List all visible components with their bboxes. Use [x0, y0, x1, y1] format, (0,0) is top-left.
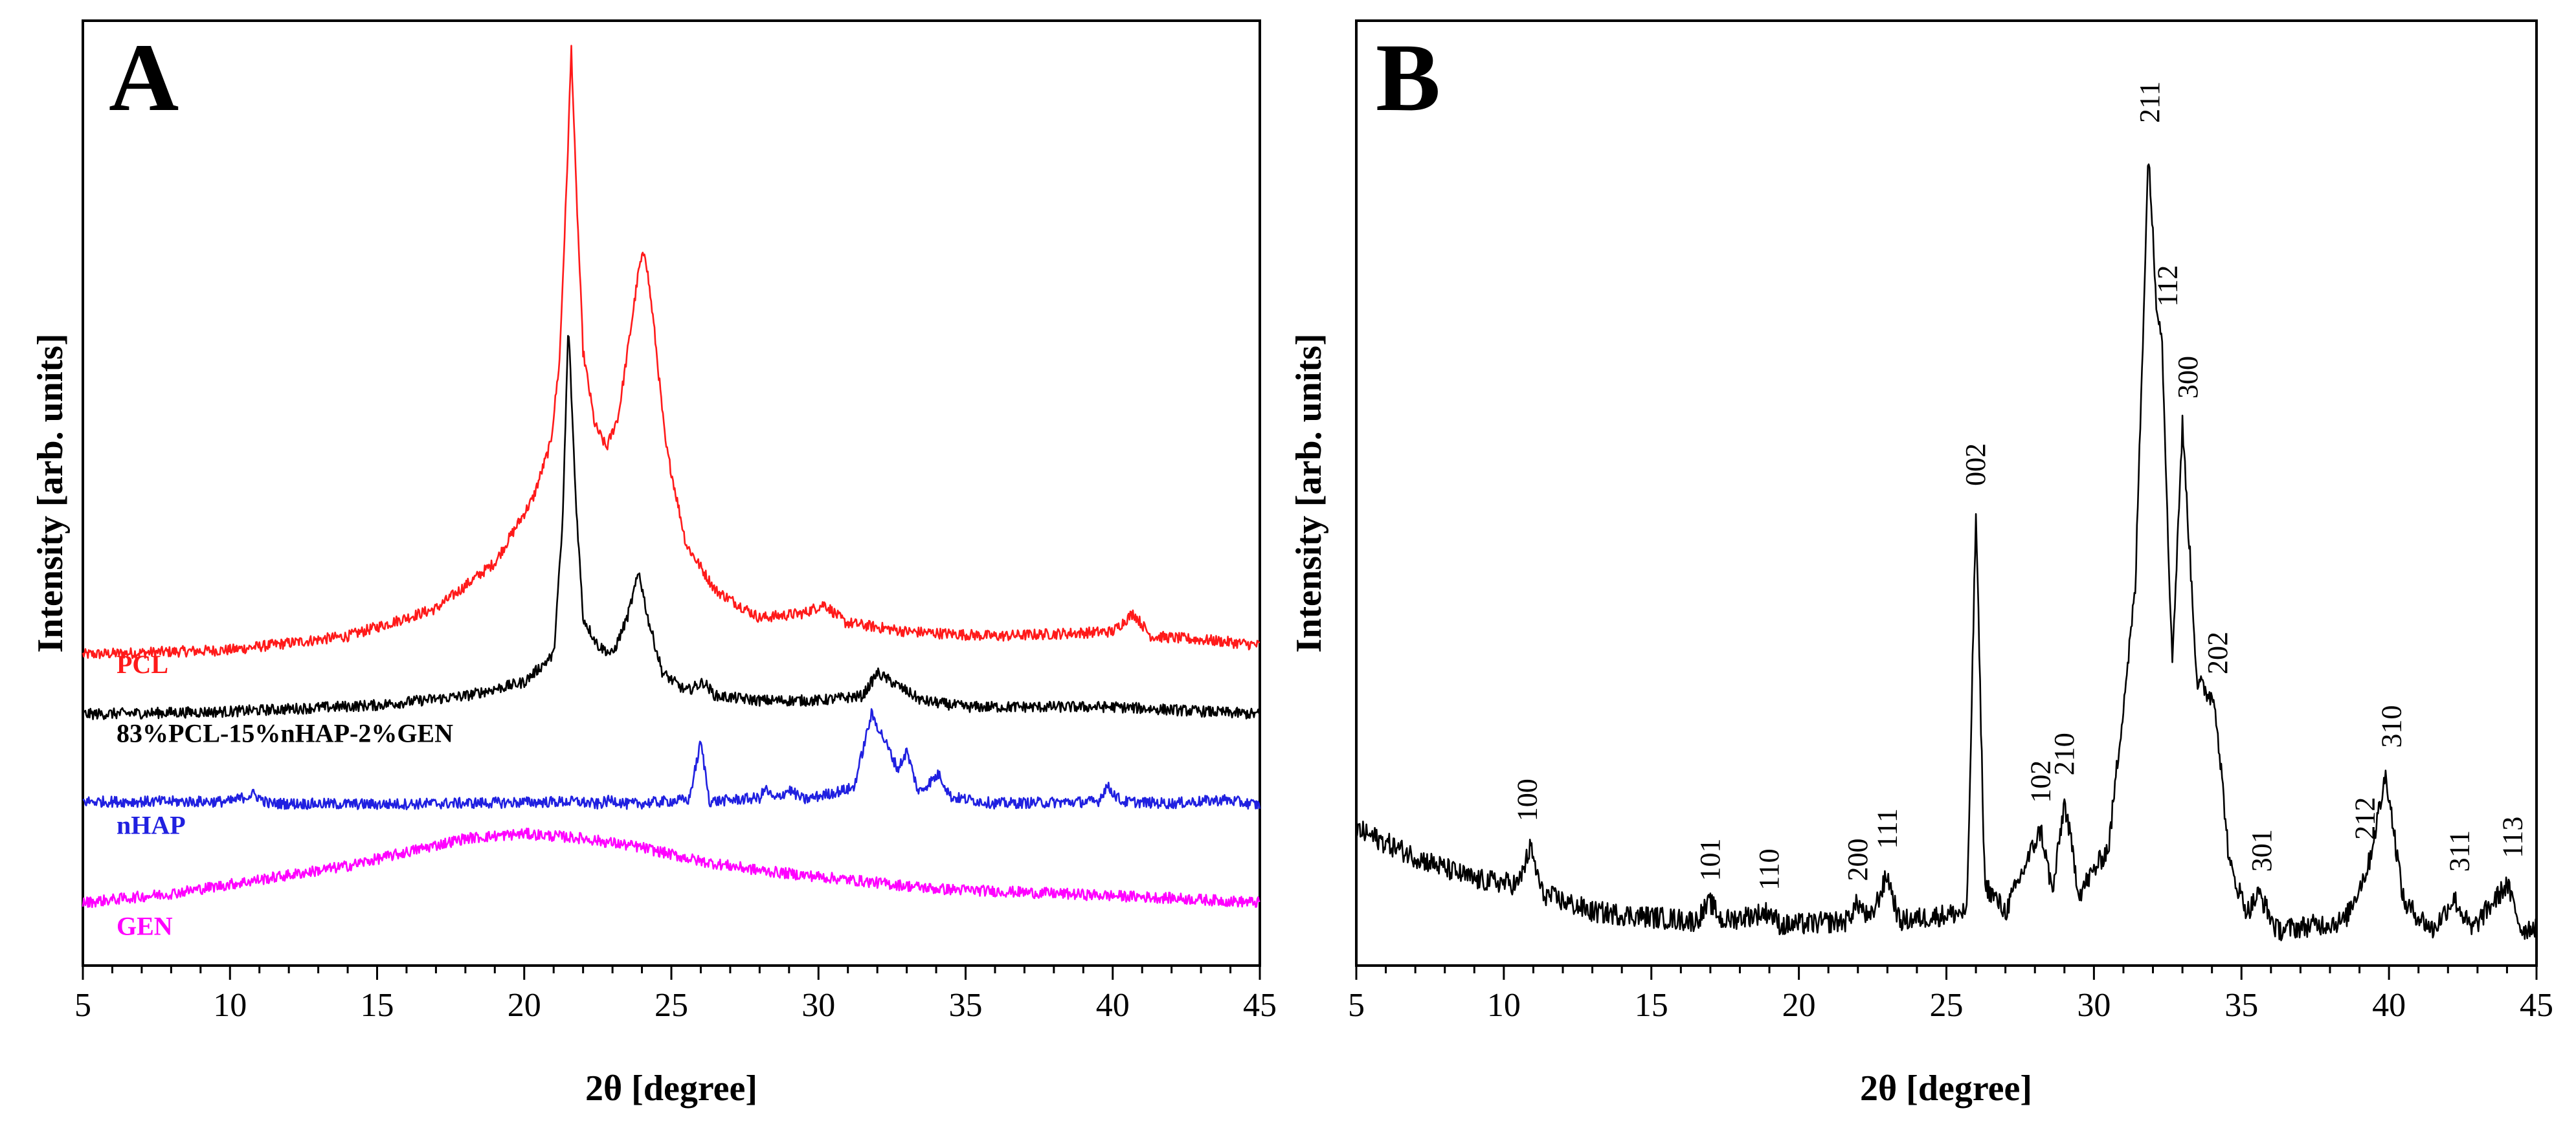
panelB-hkl-label: 211	[2134, 82, 2166, 123]
panelB-tick-label: 40	[2372, 987, 2406, 1024]
panelB-hkl-label: 300	[2172, 356, 2204, 399]
panel-b-x-axis: 5 10 15 20 25 30 35 40 45	[1348, 966, 2553, 1024]
panelB-hkl-label: 002	[1960, 443, 1991, 486]
panelB-hkl-label: 301	[2246, 829, 2278, 872]
panelA-series-label: nHAP	[117, 810, 186, 839]
panelB-tick-label: 15	[1635, 987, 1668, 1024]
panelB-tick-label: 5	[1348, 987, 1365, 1024]
panelB-hkl-label: 202	[2202, 632, 2234, 674]
panel-b-x-axis-title: 2θ [degree]	[1860, 1068, 2032, 1109]
panelA-tick-label: 35	[949, 987, 983, 1024]
panel-a-chart: A 5 10 15 20 25 30 35 40 45 PCL 83%PCL-15%nHAP-2%…	[30, 19, 1277, 1109]
panelA-series-line-83-pcl-15-nhap-2-gen	[82, 335, 1261, 720]
panelB-hkl-label: 113	[2497, 817, 2529, 858]
panelA-tick-label: 20	[508, 987, 541, 1024]
panelA-tick-label: 30	[801, 987, 835, 1024]
panelB-hkl-label: 102	[2024, 760, 2056, 803]
panelB-tick-label: 10	[1487, 987, 1521, 1024]
panelB-hkl-label: 200	[1842, 839, 1874, 881]
panelA-tick-label: 40	[1096, 987, 1130, 1024]
panelA-series-line-gen	[82, 827, 1260, 909]
panelB-tick-label: 45	[2520, 987, 2553, 1024]
panelA-tick-label: 5	[74, 987, 91, 1024]
panelB-tick-label: 35	[2224, 987, 2258, 1024]
panel-b-series-group	[1355, 163, 2538, 942]
panelA-tick-label: 25	[655, 987, 688, 1024]
panelB-series-line-nhap	[1355, 163, 2538, 942]
panelB-hkl-label: 100	[1511, 779, 1543, 821]
panel-a-series-group	[82, 45, 1261, 909]
panelB-tick-label: 25	[1930, 987, 1964, 1024]
panelB-hkl-label: 212	[2349, 797, 2381, 840]
panelA-series-line-pcl	[82, 45, 1260, 659]
panelB-hkl-label: 310	[2376, 705, 2408, 748]
panelA-series-label: 83%PCL-15%nHAP-2%GEN	[117, 718, 453, 747]
panelA-tick-label: 15	[361, 987, 394, 1024]
panelA-tick-label: 10	[213, 987, 247, 1024]
panelB-hkl-label: 101	[1694, 839, 1726, 881]
panel-a-letter: A	[109, 24, 179, 131]
panelB-tick-label: 30	[2077, 987, 2111, 1024]
panelA-series-label: GEN	[117, 912, 173, 941]
panelA-tick-label: 45	[1243, 987, 1277, 1024]
panel-a-series-labels: PCL 83%PCL-15%nHAP-2%GEN nHAP GEN	[117, 650, 453, 941]
panel-a-x-axis: 5 10 15 20 25 30 35 40 45	[74, 966, 1277, 1024]
panel-b-y-axis-title: Intensity [arb. units]	[1289, 333, 1329, 652]
panel-a-y-axis-title: Intensity [arb. units]	[30, 333, 71, 652]
panelB-hkl-label: 311	[2444, 830, 2476, 872]
panelB-hkl-label: 110	[1753, 848, 1785, 890]
panelB-hkl-label: 210	[2048, 733, 2080, 775]
panelB-hkl-label: 112	[2151, 265, 2183, 307]
panelA-series-line-nhap	[82, 708, 1261, 810]
panel-b-letter: B	[1376, 24, 1440, 131]
panelB-tick-label: 20	[1782, 987, 1816, 1024]
panel-a-x-axis-title: 2θ [degree]	[585, 1068, 757, 1109]
panelA-series-label: PCL	[117, 650, 168, 679]
panelB-hkl-label: 111	[1871, 808, 1903, 849]
